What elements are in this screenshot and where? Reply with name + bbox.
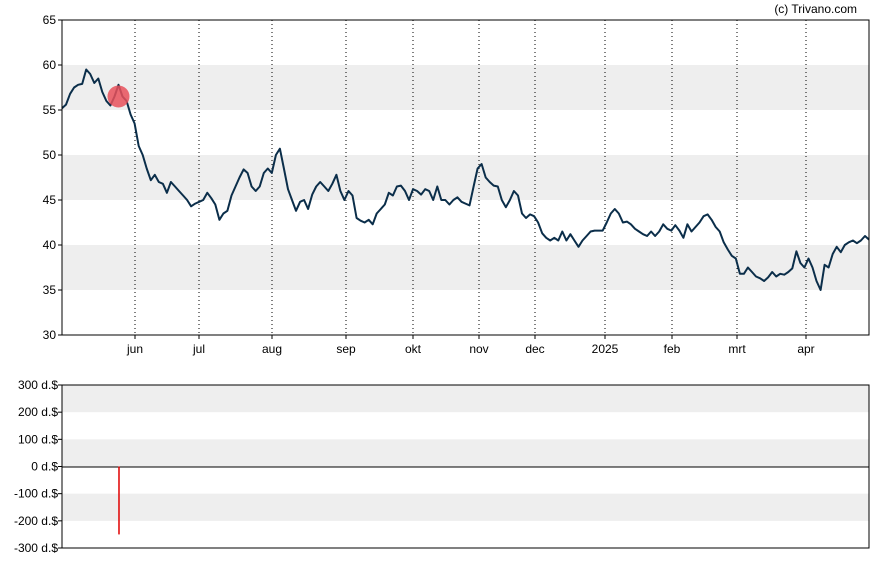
credit-text: (c) Trivano.com	[774, 2, 857, 16]
price-chart-bands	[62, 65, 869, 290]
trade-y-tick-label: 300 d.$	[18, 378, 58, 392]
price-chart-x-axis: jun jul aug sep okt nov dec 2025 feb mrt apr	[126, 335, 815, 356]
y-tick-label: 30	[43, 328, 57, 342]
price-band	[62, 65, 869, 110]
price-chart-month-grid	[134, 20, 807, 335]
y-tick-label: 55	[43, 103, 57, 117]
y-tick-label: 50	[43, 148, 57, 162]
x-tick-label: sep	[336, 342, 356, 356]
x-tick-label: apr	[797, 342, 814, 356]
trade-y-tick-label: 0 d.$	[31, 460, 58, 474]
price-line	[61, 68, 870, 291]
y-tick-label: 40	[43, 238, 57, 252]
trade-y-tick-label: 200 d.$	[18, 405, 58, 419]
trade-chart-y-axis: 300 d.$ 200 d.$ 100 d.$ 0 d.$ -100 d.$ -200 d…	[14, 378, 62, 555]
x-tick-label: nov	[469, 342, 488, 356]
trade-band	[62, 439, 869, 467]
y-tick-label: 45	[43, 193, 57, 207]
price-chart-y-axis: 30 35 40 45 50 55 60 65	[43, 13, 62, 342]
trade-chart-bands	[62, 385, 869, 521]
x-tick-label: okt	[405, 342, 422, 356]
y-tick-label: 35	[43, 283, 57, 297]
trade-band	[62, 493, 869, 521]
trade-chart-frame	[61, 384, 870, 549]
x-tick-label: jun	[126, 342, 143, 356]
trade-band	[62, 385, 869, 413]
x-tick-label: jul	[192, 342, 205, 356]
trade-y-tick-label: -100 d.$	[14, 487, 58, 501]
y-tick-label: 65	[43, 13, 57, 27]
x-tick-label: aug	[262, 342, 282, 356]
price-band	[62, 155, 869, 200]
x-tick-label: 2025	[592, 342, 619, 356]
trade-y-tick-label: -200 d.$	[14, 514, 58, 528]
x-tick-label: dec	[525, 342, 544, 356]
y-tick-label: 60	[43, 58, 57, 72]
price-chart-frame	[61, 19, 870, 336]
trade-y-tick-label: -300 d.$	[14, 541, 58, 555]
x-tick-label: mrt	[728, 342, 746, 356]
trade-marker	[107, 85, 130, 108]
x-tick-label: feb	[664, 342, 681, 356]
trade-markers	[107, 85, 130, 108]
price-band	[62, 245, 869, 290]
trade-y-tick-label: 100 d.$	[18, 432, 58, 446]
